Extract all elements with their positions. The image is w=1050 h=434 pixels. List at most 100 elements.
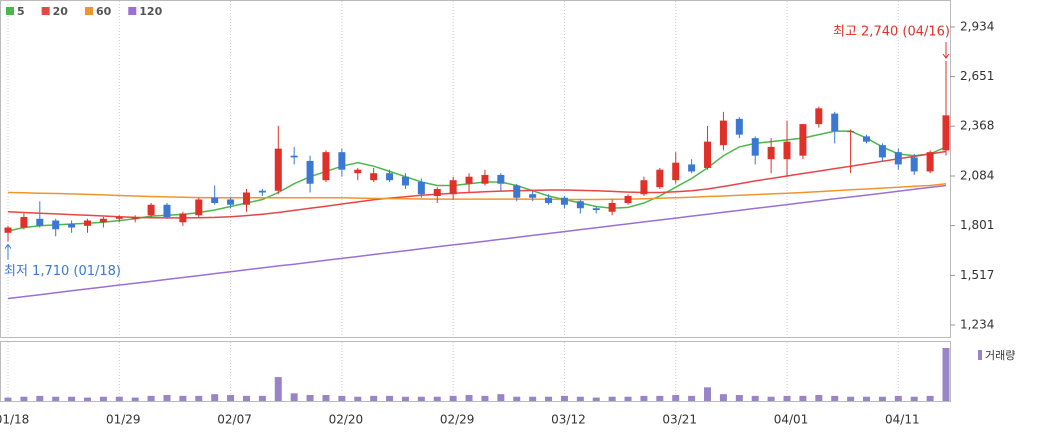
candle-body — [211, 197, 219, 203]
y-tick-label: 1,801 — [960, 218, 994, 232]
x-tick-label: 02/29 — [440, 413, 475, 427]
volume-bar — [370, 395, 378, 401]
volume-bar — [767, 396, 775, 401]
candle-body — [767, 146, 775, 160]
candle-body — [704, 141, 712, 168]
volume-bar — [751, 395, 759, 401]
candle-body — [942, 115, 950, 151]
candle-body — [560, 197, 568, 205]
volume-bar — [227, 395, 235, 401]
volume-bar — [735, 395, 743, 401]
volume-bar — [576, 396, 584, 401]
y-tick-label: 2,934 — [960, 20, 994, 34]
candle-body — [242, 192, 250, 205]
low-annotation: 최저 1,710 (01/18) — [4, 264, 121, 279]
candle-body — [290, 155, 298, 158]
volume-bar — [481, 395, 489, 401]
candle-body — [831, 113, 839, 132]
volume-bar — [624, 396, 632, 401]
x-tick-label: 03/12 — [551, 413, 586, 427]
volume-bar — [894, 395, 902, 401]
volume-bar — [115, 396, 123, 401]
candle-body — [545, 197, 553, 203]
candle-body — [115, 217, 123, 219]
volume-bar — [401, 396, 409, 401]
x-tick-label: 01/18 — [0, 413, 29, 427]
candle-body — [481, 174, 489, 184]
volume-bar — [306, 395, 314, 401]
candle-body — [926, 152, 934, 172]
candle-body — [195, 199, 203, 216]
volume-legend-swatch — [978, 350, 982, 360]
candle-body — [179, 213, 187, 223]
volume-bar — [211, 394, 219, 401]
candle-body — [274, 148, 282, 191]
x-tick-label: 02/07 — [217, 413, 252, 427]
volume-bar — [799, 395, 807, 401]
volume-bar — [831, 395, 839, 401]
volume-bar — [608, 396, 616, 401]
volume-bar — [147, 395, 155, 401]
x-tick-label: 04/01 — [774, 413, 809, 427]
candle-body — [878, 145, 886, 158]
volume-bar — [592, 397, 600, 401]
volume-bar — [338, 395, 346, 401]
candle-body — [497, 174, 505, 184]
candle-body — [624, 195, 632, 203]
volume-bar — [68, 396, 76, 401]
candle-body — [847, 131, 855, 133]
candle-body — [719, 120, 727, 146]
volume-bar — [195, 395, 203, 401]
volume-bar — [910, 396, 918, 401]
candle-body — [576, 201, 584, 209]
candle-body — [910, 157, 918, 172]
volume-bar — [815, 395, 823, 401]
volume-bar — [560, 395, 568, 401]
volume-bar — [258, 395, 266, 401]
volume-bar — [83, 397, 91, 401]
candle-body — [52, 220, 60, 230]
volume-bar — [242, 395, 250, 401]
volume-bar — [719, 394, 727, 401]
y-tick-label: 1,517 — [960, 268, 994, 282]
volume-bar — [417, 396, 425, 401]
volume-bar — [847, 396, 855, 401]
y-tick-label: 2,084 — [960, 169, 994, 183]
legend-label: 20 — [53, 5, 69, 18]
volume-legend-label: 거래량 — [985, 349, 1015, 362]
volume-bar — [449, 395, 457, 401]
candle-body — [592, 208, 600, 211]
volume-bar — [433, 396, 441, 401]
candle-body — [227, 199, 235, 205]
candle-body — [338, 152, 346, 170]
candle-body — [640, 180, 648, 195]
legend-label: 60 — [96, 5, 112, 18]
volume-bar — [545, 396, 553, 401]
legend-swatch — [128, 7, 137, 15]
legend-swatch — [41, 7, 50, 15]
x-tick-label: 04/11 — [885, 413, 920, 427]
volume-bar — [878, 396, 886, 401]
candle-body — [656, 169, 664, 188]
candle-body — [465, 176, 473, 184]
ma-line — [7, 182, 947, 201]
volume-bar — [163, 395, 171, 401]
candle-body — [147, 204, 155, 216]
y-tick-label: 2,651 — [960, 69, 994, 83]
candle-body — [258, 190, 266, 193]
volume-bar — [672, 395, 680, 401]
volume-bar — [20, 396, 28, 401]
candle-body — [417, 181, 425, 195]
candle-body — [688, 164, 696, 172]
candle-body — [83, 220, 91, 226]
volume-bar — [386, 395, 394, 401]
candle-body — [608, 202, 616, 212]
candle-body — [354, 169, 362, 174]
candle-body — [672, 162, 680, 181]
candle-body — [99, 218, 107, 223]
volume-bar — [99, 396, 107, 401]
volume-bar — [926, 395, 934, 401]
candle-body — [433, 188, 441, 196]
candle-body — [449, 180, 457, 195]
candle-body — [4, 227, 12, 233]
